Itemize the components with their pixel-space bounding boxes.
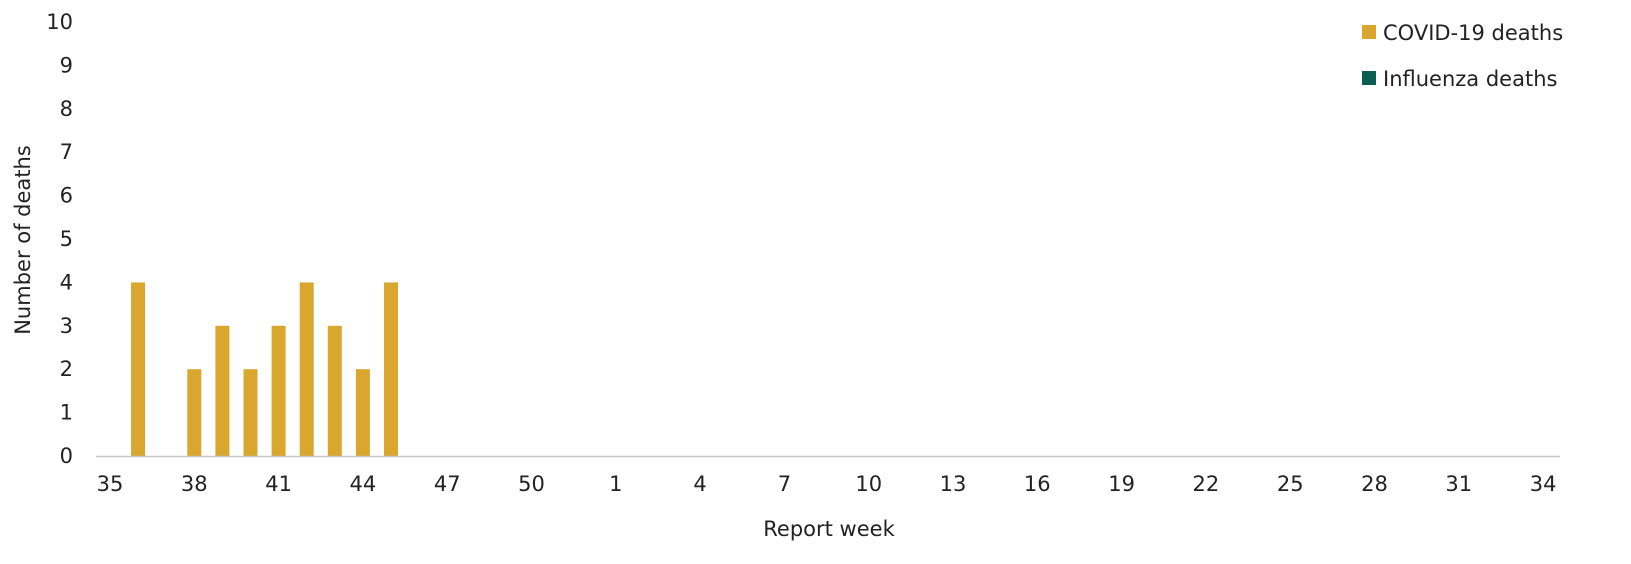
y-tick-label: 5: [60, 227, 73, 251]
bar-covid: [187, 369, 202, 456]
x-tick-label: 34: [1530, 472, 1557, 496]
y-tick-label: 4: [60, 270, 73, 294]
y-tick-label: 8: [60, 97, 73, 121]
y-tick-label: 1: [60, 401, 73, 425]
x-tick-label: 16: [1024, 472, 1051, 496]
x-tick-label: 47: [434, 472, 461, 496]
x-tick-label: 44: [350, 472, 377, 496]
y-tick-label: 6: [60, 184, 73, 208]
x-tick-label: 1: [609, 472, 622, 496]
x-tick-label: 22: [1193, 472, 1220, 496]
bar-covid: [327, 325, 342, 456]
bar-covid: [131, 282, 146, 456]
x-axis-ticks: 35 38 41 44 47 50 1 4 7 10 13 16 19 22 25 28 31 34: [97, 472, 1557, 496]
x-tick-label: 31: [1445, 472, 1472, 496]
x-tick-label: 7: [778, 472, 791, 496]
bar-covid: [243, 369, 258, 456]
x-tick-label: 25: [1277, 472, 1304, 496]
bar-covid: [384, 282, 398, 456]
y-tick-label: 10: [46, 10, 73, 34]
x-tick-label: 19: [1108, 472, 1135, 496]
bar-covid: [299, 282, 314, 456]
bar-covid: [355, 369, 370, 456]
x-tick-label: 28: [1361, 472, 1388, 496]
x-tick-label: 35: [97, 472, 124, 496]
bar-covid: [271, 325, 286, 456]
y-tick-label: 7: [60, 140, 73, 164]
y-tick-label: 9: [60, 53, 73, 77]
legend-swatch: [1362, 25, 1376, 39]
x-tick-label: 38: [181, 472, 208, 496]
x-tick-label: 13: [940, 472, 967, 496]
x-tick-label: 50: [518, 472, 545, 496]
x-axis-title: Report week: [763, 517, 895, 541]
legend-label: COVID-19 deaths: [1383, 21, 1563, 45]
legend-label: Influenza deaths: [1383, 67, 1557, 91]
y-tick-label: 3: [60, 314, 73, 338]
bars-group: [131, 282, 398, 456]
x-tick-label: 10: [855, 472, 882, 496]
y-axis-ticks: 0 1 2 3 4 5 6 7 8 9 10: [46, 10, 73, 468]
legend-swatch: [1362, 71, 1376, 85]
y-axis-title: Number of deaths: [11, 145, 35, 335]
y-tick-label: 2: [60, 357, 73, 381]
x-tick-label: 4: [693, 472, 706, 496]
x-tick-label: 41: [265, 472, 292, 496]
bar-covid: [215, 325, 230, 456]
legend: COVID-19 deaths Influenza deaths: [1362, 21, 1563, 91]
y-tick-label: 0: [60, 444, 73, 468]
